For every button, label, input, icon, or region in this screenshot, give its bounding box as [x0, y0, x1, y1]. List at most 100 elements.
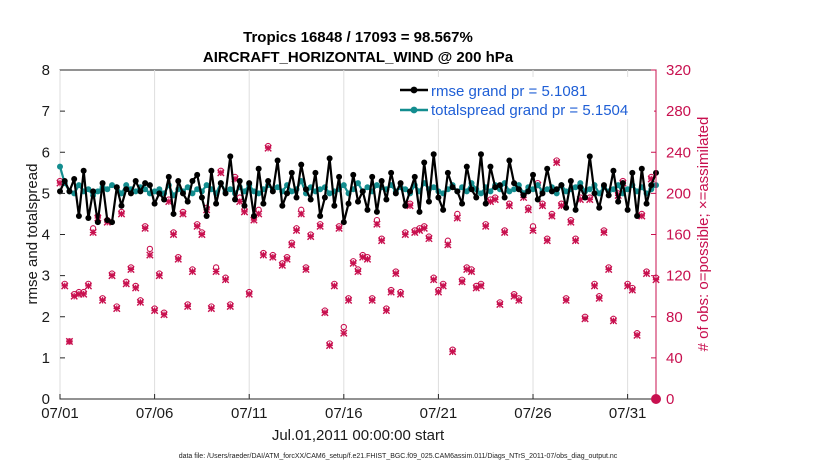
assimilated-obs-marker — [571, 236, 580, 245]
y2-tick-label: 40 — [666, 350, 683, 367]
y-tick-label: 1 — [42, 350, 50, 367]
assimilated-obs-marker — [278, 261, 287, 270]
assimilated-obs-marker — [226, 302, 234, 311]
rmse-point — [184, 198, 191, 205]
totalspread-point — [402, 186, 409, 193]
rmse-point — [643, 200, 650, 207]
rmse-point — [634, 212, 641, 219]
assimilated-obs-marker — [264, 144, 272, 152]
rmse-point — [71, 175, 78, 182]
rmse-point — [118, 202, 125, 209]
rmse-point — [179, 190, 186, 197]
totalspread-point — [75, 182, 82, 189]
rmse-point — [302, 186, 309, 193]
assimilated-obs-marker — [453, 214, 462, 222]
data-file-footer: data file: /Users/raeder/DAI/ATM_forcXX/… — [179, 453, 618, 460]
assimilated-obs-marker — [448, 348, 457, 356]
totalspread-point — [430, 184, 437, 191]
assimilated-obs-marker — [207, 304, 216, 313]
rmse-point — [274, 157, 281, 164]
assimilated-obs-marker — [131, 284, 140, 292]
totalspread-point — [109, 182, 116, 189]
totalspread-point — [373, 182, 380, 189]
totalspread-point — [94, 188, 101, 195]
totalspread-point — [544, 186, 551, 193]
totalspread-point — [85, 186, 92, 193]
rmse-point — [146, 182, 153, 189]
totalspread-point — [511, 186, 518, 193]
rmse-point — [615, 198, 622, 205]
assimilated-obs-marker — [628, 286, 637, 294]
rmse-point — [582, 194, 589, 201]
rmse-point — [530, 171, 537, 178]
rmse-point — [449, 184, 456, 191]
totalspread-point — [123, 182, 130, 189]
rmse-point — [246, 180, 253, 187]
rmse-point — [151, 200, 158, 207]
assimilated-obs-marker — [543, 236, 551, 245]
rmse-point — [340, 219, 347, 226]
rmse-point — [520, 192, 527, 199]
totalspread-point — [364, 184, 371, 191]
rmse-point — [312, 169, 319, 176]
assimilated-obs-marker — [538, 202, 547, 210]
assimilated-obs-marker — [307, 232, 315, 241]
assimilated-obs-marker — [458, 278, 466, 286]
rmse-point — [336, 173, 343, 180]
rmse-point — [165, 173, 172, 180]
rmse-point — [232, 196, 239, 203]
rmse-point — [369, 173, 376, 180]
y-tick-label: 4 — [42, 227, 50, 244]
legend-rmse-marker — [410, 86, 418, 94]
assimilated-obs-marker — [335, 224, 343, 233]
rmse-point — [591, 190, 598, 197]
assimilated-obs-marker — [349, 259, 357, 267]
assimilated-obs-marker — [150, 306, 159, 315]
rmse-point — [506, 157, 513, 164]
rmse-point — [501, 194, 508, 201]
rmse-point — [610, 167, 617, 174]
assimilated-obs-marker — [467, 267, 476, 276]
chart-title-line1: Tropics 16848 / 17093 = 98.567% — [243, 29, 473, 46]
assimilated-obs-marker — [330, 282, 339, 290]
rmse-point — [350, 171, 357, 178]
legend-spread-label: totalspread grand pr = 5.1504 — [431, 102, 628, 119]
rmse-point — [265, 178, 272, 185]
totalspread-point — [317, 186, 324, 193]
rmse-point — [317, 212, 324, 219]
rmse-point — [359, 188, 366, 195]
rmse-point — [132, 178, 139, 185]
rmse-point — [250, 212, 257, 219]
rmse-point — [104, 217, 111, 224]
rmse-point — [567, 178, 574, 185]
assimilated-obs-marker — [217, 169, 225, 177]
rmse-point — [435, 194, 442, 201]
totalspread-point — [274, 184, 281, 191]
y2-tick-label: 80 — [666, 309, 683, 326]
assimilated-obs-marker — [363, 255, 372, 263]
y2-tick-label: 240 — [666, 144, 691, 161]
rmse-point — [57, 188, 63, 195]
assimilated-obs-marker — [98, 296, 107, 304]
assimilated-obs-marker — [136, 298, 145, 307]
rmse-point — [421, 159, 428, 166]
rmse-point — [288, 169, 295, 176]
assimilated-obs-marker — [368, 296, 376, 304]
possible-obs-marker — [340, 323, 347, 331]
rmse-point — [170, 210, 177, 217]
assimilated-obs-marker — [633, 331, 641, 339]
rmse-point — [127, 190, 134, 197]
rmse-point — [577, 184, 584, 191]
assimilated-obs-marker — [84, 282, 93, 290]
rmse-point — [364, 206, 371, 213]
assimilated-obs-marker — [491, 195, 499, 204]
assimilated-obs-marker — [89, 228, 97, 237]
assimilated-obs-marker — [406, 202, 414, 210]
rmse-point — [487, 163, 494, 170]
assimilated-obs-marker — [415, 226, 424, 235]
assimilated-obs-marker — [581, 315, 589, 323]
assimilated-obs-marker — [179, 210, 187, 218]
legend-box — [398, 77, 654, 119]
totalspread-point — [577, 180, 584, 187]
axis-ticks: 07/01 07/06 07/11 07/16 07/21 07/26 07/31 0 1 2 3 4… — [41, 62, 691, 422]
